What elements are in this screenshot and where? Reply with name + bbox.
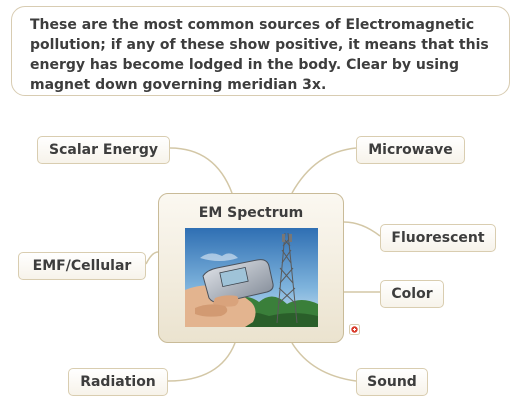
node-sound-label: Sound <box>367 374 417 390</box>
central-topic-title: EM Spectrum <box>198 205 304 221</box>
node-fluorescent-label: Fluorescent <box>391 230 485 246</box>
connector-emf-cellular <box>145 251 159 265</box>
node-radiation-label: Radiation <box>80 374 156 390</box>
attachment-icon[interactable] <box>349 320 360 335</box>
connector-fluorescent <box>343 221 381 237</box>
description-text: These are the most common sources of Ele… <box>30 17 489 93</box>
node-color-label: Color <box>391 286 433 302</box>
node-radiation[interactable]: Radiation <box>68 368 168 396</box>
node-emf-cellular[interactable]: EMF/Cellular <box>18 252 146 280</box>
node-emf-cellular-label: EMF/Cellular <box>32 258 132 274</box>
connector-radiation <box>167 342 236 382</box>
node-microwave[interactable]: Microwave <box>356 136 465 164</box>
node-sound[interactable]: Sound <box>356 368 428 396</box>
connector-microwave <box>291 147 357 194</box>
connector-sound <box>291 342 357 382</box>
connector-scalar-energy <box>169 147 233 194</box>
node-scalar-energy-label: Scalar Energy <box>49 142 158 158</box>
description-note: These are the most common sources of Ele… <box>11 6 510 96</box>
node-microwave-label: Microwave <box>368 142 453 158</box>
node-fluorescent[interactable]: Fluorescent <box>380 224 496 252</box>
node-color[interactable]: Color <box>380 280 444 308</box>
node-scalar-energy[interactable]: Scalar Energy <box>37 136 170 164</box>
cellphone-tower-photo <box>185 228 318 327</box>
central-topic-em-spectrum[interactable]: EM Spectrum <box>158 193 344 343</box>
